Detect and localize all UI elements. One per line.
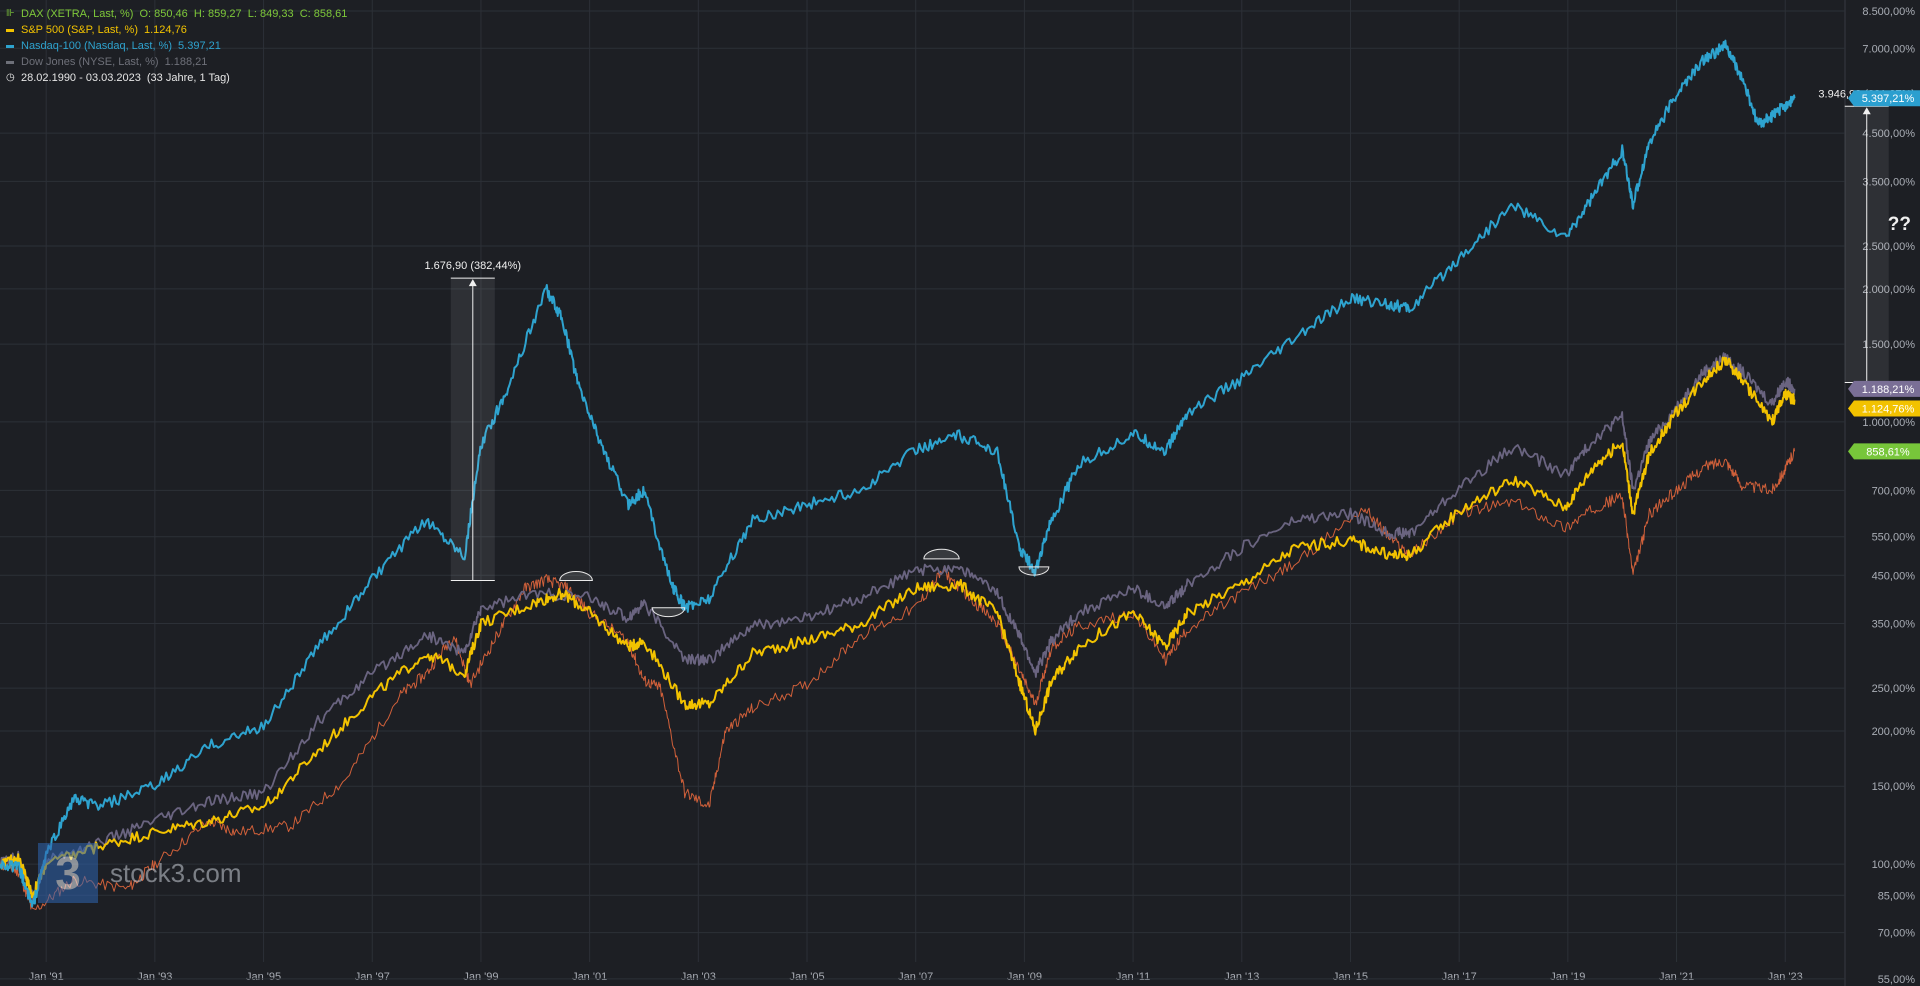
y-tick-label: 8.500,00% [1862,6,1915,18]
y-tick-label: 7.000,00% [1862,43,1915,55]
x-tick-label: Jan '19 [1550,971,1585,983]
x-tick-label: Jan '97 [355,971,390,983]
y-tick-label: 70,00% [1878,928,1916,940]
chart-type-icon: ⊪ [6,8,15,19]
series-line-s-p-500[interactable] [0,356,1796,899]
x-tick-label: Jan '05 [789,971,824,983]
x-tick-label: Jan '99 [463,971,498,983]
y-tick-label: 200,00% [1872,726,1916,738]
chart-legend: ⊪ DAX (XETRA, Last, %) O: 850,46 H: 859,… [6,6,347,86]
legend-sp500[interactable]: S&P 500 (S&P, Last, %) 1.124,76 [6,22,347,38]
x-tick-label: Jan '13 [1224,971,1259,983]
y-tick-label: 350,00% [1872,619,1916,631]
legend-range: ◷ 28.02.1990 - 03.03.2023 (33 Jahre, 1 T… [6,70,347,86]
y-tick-label: 1.500,00% [1862,339,1915,351]
legend-dax-label: DAX (XETRA, Last, %) [21,8,134,20]
last-value-badge [1848,400,1920,417]
clock-icon: ◷ [6,72,15,83]
legend-dax-ohlc: O: 850,46 H: 859,27 L: 849,33 C: 858,61 [139,8,348,20]
y-tick-label: 100,00% [1872,859,1916,871]
last-value-label: 1.124,76% [1862,403,1915,415]
text-annotation[interactable]: ?? [1888,214,1911,235]
measure-label[interactable]: 1.676,90 (382,44%) [424,260,521,272]
x-tick-label: Jan '21 [1659,971,1694,983]
series-line-dow-jones[interactable] [0,352,1796,903]
legend-range-dates: 28.02.1990 - 03.03.2023 [21,72,141,84]
arc-annotation[interactable] [559,571,593,581]
arc-annotation[interactable] [923,548,960,560]
x-tick-label: Jan '91 [29,971,64,983]
last-value-badge [1848,380,1920,397]
legend-sp500-value: 1.124,76 [144,24,187,36]
legend-nasdaq-swatch [6,44,14,48]
y-axis-panel [1845,0,1920,986]
legend-nasdaq-label: Nasdaq-100 (Nasdaq, Last, %) [21,40,173,52]
arc-annotation[interactable] [651,607,686,618]
last-value-label: 1.188,21% [1862,384,1915,396]
watermark-text: stock3.com [110,857,242,888]
legend-dow-value: 1.188,21 [164,56,208,68]
legend-nasdaq-value: 5.397,21 [178,40,221,52]
x-tick-label: Jan '11 [1116,971,1150,983]
arc-annotation[interactable] [1018,566,1050,576]
x-tick-label: Jan '23 [1768,971,1803,983]
y-tick-label: 2.000,00% [1862,284,1915,296]
last-value-badge [1848,443,1920,460]
y-tick-label: 3.500,00% [1862,176,1915,188]
y-tick-label: 55,00% [1878,974,1916,986]
legend-sp500-swatch [6,28,14,32]
y-tick-label: 2.500,00% [1862,241,1915,253]
y-tick-label: 85,00% [1878,890,1916,902]
measure-arrow-icon [468,279,477,287]
last-value-label: 5.397,21% [1862,93,1915,105]
watermark: 3 stock3.com [38,843,242,903]
legend-dow-label: Dow Jones (NYSE, Last, %) [21,56,159,68]
legend-dow[interactable]: Dow Jones (NYSE, Last, %) 1.188,21 [6,54,347,70]
x-tick-label: Jan '15 [1333,971,1368,983]
y-tick-label: 4.500,00% [1862,128,1915,140]
legend-dow-swatch [6,60,14,64]
x-tick-label: Jan '09 [1007,971,1042,983]
y-tick-label: 1.000,00% [1862,417,1915,429]
x-tick-label: Jan '93 [137,971,172,983]
x-tick-label: Jan '17 [1442,971,1477,983]
legend-dax[interactable]: ⊪ DAX (XETRA, Last, %) O: 850,46 H: 859,… [6,6,347,22]
x-tick-label: Jan '07 [898,971,933,983]
legend-sp500-label: S&P 500 (S&P, Last, %) [21,24,138,36]
last-value-badge [1848,90,1920,107]
y-tick-label: 550,00% [1872,532,1916,544]
y-tick-label: 150,00% [1872,781,1916,793]
y-tick-label: 450,00% [1872,570,1916,582]
x-tick-label: Jan '01 [572,971,607,983]
x-tick-label: Jan '03 [681,971,716,983]
legend-nasdaq[interactable]: Nasdaq-100 (Nasdaq, Last, %) 5.397,21 [6,38,347,54]
y-tick-label: 250,00% [1872,683,1916,695]
series-line-nasdaq-100[interactable] [0,39,1796,908]
y-tick-label: 700,00% [1872,485,1916,497]
stock3-logo-icon: 3 [38,843,98,903]
last-value-label: 858,61% [1866,446,1910,458]
measure-arrow-icon [1862,107,1871,115]
legend-range-duration: (33 Jahre, 1 Tag) [146,72,230,84]
x-tick-label: Jan '95 [246,971,281,983]
